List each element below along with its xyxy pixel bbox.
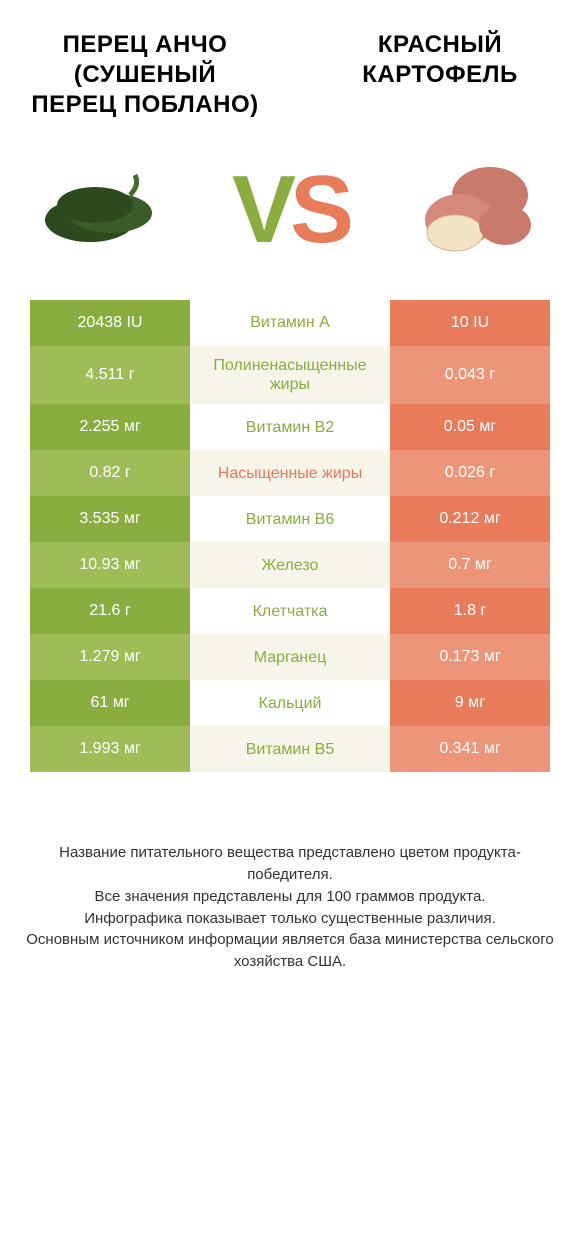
title-left: ПЕРЕЦ АНЧО (СУШЕНЫЙ ПЕРЕЦ ПОБЛАНО) [30, 30, 260, 120]
table-row: 2.255 мгВитамин B20.05 мг [30, 404, 550, 450]
cell-left-value: 3.535 мг [30, 496, 190, 542]
table-row: 3.535 мгВитамин B60.212 мг [30, 496, 550, 542]
footer-line-4: Основным источником информации является … [20, 929, 560, 973]
cell-right-value: 1.8 г [390, 588, 550, 634]
cell-left-value: 21.6 г [30, 588, 190, 634]
table-row: 61 мгКальций9 мг [30, 680, 550, 726]
cell-left-value: 61 мг [30, 680, 190, 726]
table-row: 20438 IUВитамин A10 IU [30, 300, 550, 346]
footer: Название питательного вещества представл… [0, 772, 580, 973]
vs-v-letter: V [232, 156, 290, 263]
table-row: 0.82 гНасыщенные жиры0.026 г [30, 450, 550, 496]
comparison-table: 20438 IUВитамин A10 IU4.511 гПолиненасыщ… [30, 300, 550, 772]
cell-nutrient-name: Марганец [190, 634, 390, 680]
footer-line-2: Все значения представлены для 100 граммо… [20, 886, 560, 908]
table-row: 1.993 мгВитамин B50.341 мг [30, 726, 550, 772]
cell-right-value: 0.341 мг [390, 726, 550, 772]
title-right: КРАСНЫЙ КАРТОФЕЛЬ [330, 30, 550, 90]
cell-nutrient-name: Витамин B5 [190, 726, 390, 772]
cell-nutrient-name: Клетчатка [190, 588, 390, 634]
vs-label: VS [232, 162, 348, 258]
pepper-icon [35, 155, 175, 265]
cell-left-value: 1.993 мг [30, 726, 190, 772]
images-row: VS [0, 130, 580, 300]
potato-icon [405, 155, 545, 265]
cell-left-value: 4.511 г [30, 346, 190, 404]
left-food-image [30, 150, 180, 270]
cell-right-value: 10 IU [390, 300, 550, 346]
cell-nutrient-name: Насыщенные жиры [190, 450, 390, 496]
table-row: 21.6 гКлетчатка1.8 г [30, 588, 550, 634]
cell-left-value: 20438 IU [30, 300, 190, 346]
cell-nutrient-name: Железо [190, 542, 390, 588]
footer-line-1: Название питательного вещества представл… [20, 842, 560, 886]
cell-nutrient-name: Витамин A [190, 300, 390, 346]
cell-left-value: 10.93 мг [30, 542, 190, 588]
cell-nutrient-name: Витамин B2 [190, 404, 390, 450]
cell-left-value: 1.279 мг [30, 634, 190, 680]
cell-right-value: 0.212 мг [390, 496, 550, 542]
header: ПЕРЕЦ АНЧО (СУШЕНЫЙ ПЕРЕЦ ПОБЛАНО) КРАСН… [0, 0, 580, 130]
cell-right-value: 0.026 г [390, 450, 550, 496]
cell-nutrient-name: Витамин B6 [190, 496, 390, 542]
cell-left-value: 0.82 г [30, 450, 190, 496]
table-row: 4.511 гПолиненасыщенные жиры0.043 г [30, 346, 550, 404]
vs-s-letter: S [290, 156, 348, 263]
cell-nutrient-name: Кальций [190, 680, 390, 726]
cell-right-value: 0.7 мг [390, 542, 550, 588]
cell-right-value: 9 мг [390, 680, 550, 726]
cell-right-value: 0.043 г [390, 346, 550, 404]
right-food-image [400, 150, 550, 270]
footer-line-3: Инфографика показывает только существенн… [20, 908, 560, 930]
table-row: 10.93 мгЖелезо0.7 мг [30, 542, 550, 588]
cell-left-value: 2.255 мг [30, 404, 190, 450]
cell-right-value: 0.05 мг [390, 404, 550, 450]
table-row: 1.279 мгМарганец0.173 мг [30, 634, 550, 680]
cell-nutrient-name: Полиненасыщенные жиры [190, 346, 390, 404]
cell-right-value: 0.173 мг [390, 634, 550, 680]
